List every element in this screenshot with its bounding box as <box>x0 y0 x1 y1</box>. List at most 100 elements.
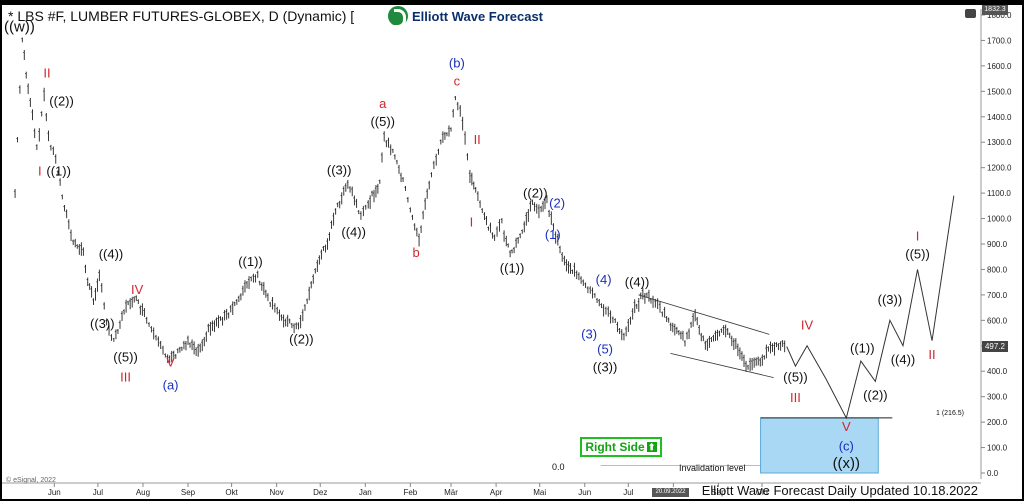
price-chart: 1800.0 1700.0 1600.0 1500.0 1400.0 1300.0 1200… <box>2 9 1012 497</box>
wave-label: III <box>120 370 131 385</box>
wave-label: c <box>454 73 461 88</box>
wave-label: ((4)) <box>99 246 124 261</box>
channel-upper-line <box>638 294 770 335</box>
y-tick-label: 1400.0 <box>987 113 1012 122</box>
wave-label: ((3)) <box>327 162 352 177</box>
y-tick-label: 1600.0 <box>987 62 1012 71</box>
wave-label: IV <box>131 282 144 297</box>
esignal-credit: © eSignal, 2022 <box>6 477 56 484</box>
y-tick-label: 300.0 <box>987 393 1008 402</box>
wave-label: ((1)) <box>850 341 875 356</box>
wave-label: (b) <box>449 56 465 71</box>
target-zone <box>760 417 879 474</box>
wave-label: V <box>166 354 175 369</box>
wave-label: ((3)) <box>593 360 618 375</box>
wave-label: I <box>38 164 42 179</box>
wave-label: ((2)) <box>523 185 548 200</box>
wave-label: (2) <box>549 195 565 210</box>
camera-icon[interactable] <box>965 9 976 18</box>
wave-label: (1) <box>545 227 561 242</box>
wave-label: ((5)) <box>783 370 808 385</box>
wave-label: ((4)) <box>625 274 650 289</box>
logo: Elliott Wave Forecast <box>388 6 543 28</box>
current-price-box: 497.2 <box>982 341 1008 352</box>
y-tick-label: 1300.0 <box>987 138 1012 147</box>
x-tick-label: Apr <box>490 488 503 497</box>
x-tick-label: Okt <box>756 488 769 497</box>
y-tick-label: 0.0 <box>987 469 999 478</box>
x-tick-label: Aug <box>136 488 150 497</box>
chart-title: * LBS #F, LUMBER FUTURES-GLOBEX, D (Dyna… <box>8 8 355 24</box>
date-marker: 20.09.2022 <box>652 488 689 497</box>
wave-label: (c) <box>839 438 854 453</box>
wave-label: ((3)) <box>90 316 115 331</box>
wave-label: ((1)) <box>46 164 71 179</box>
y-tick-label: 1500.0 <box>987 87 1012 96</box>
wave-label: I <box>470 214 474 229</box>
wave-label: II <box>43 66 50 81</box>
x-tick-label: Mär <box>444 488 458 497</box>
wave-label: ((3)) <box>878 292 903 307</box>
logo-text: Elliott Wave Forecast <box>412 8 543 24</box>
wave-label: ((4)) <box>891 352 916 367</box>
wave-label: ((5)) <box>905 246 930 261</box>
x-tick-label: Mai <box>533 488 546 497</box>
y-tick-label: 1800.0 <box>987 11 1012 20</box>
y-tick-label: 100.0 <box>987 444 1008 453</box>
wave-label: (4) <box>596 272 612 287</box>
x-tick-label: Okt <box>225 488 238 497</box>
chart-area: 1800.0 1700.0 1600.0 1500.0 1400.0 1300.0 1200… <box>2 5 1022 499</box>
wave-label: ((2)) <box>289 332 314 347</box>
x-tick-label: Jun <box>578 488 591 497</box>
wave-label: a <box>379 96 387 111</box>
wave-label: II <box>474 132 481 147</box>
x-tick-label: Jul <box>93 488 103 497</box>
wave-label: II <box>928 347 935 362</box>
wave-label: V <box>842 419 851 434</box>
x-tick-label: Jan <box>359 488 372 497</box>
right-side-label: Right Side <box>585 440 645 454</box>
logo-icon <box>388 6 408 28</box>
x-tick-label: Feb <box>403 488 417 497</box>
y-tick-label: 1700.0 <box>987 36 1012 45</box>
channel-lower-line <box>670 353 774 378</box>
wave-label: ((w)) <box>4 19 35 36</box>
wave-label: IV <box>801 318 814 333</box>
fib-level-label: 1 (216.5) <box>936 410 965 417</box>
y-tick-label: 900.0 <box>987 240 1008 249</box>
invalidation-label: Invalidation level <box>679 463 746 473</box>
zero-level-label: 0.0 <box>552 462 565 472</box>
wave-label: b <box>413 245 420 260</box>
wave-label: III <box>790 390 801 405</box>
x-tick-label: Jul <box>623 488 633 497</box>
y-tick-label: 800.0 <box>987 265 1008 274</box>
wave-label: I <box>916 229 920 244</box>
x-tick-label: Jun <box>48 488 61 497</box>
y-tick-label: 1000.0 <box>987 215 1012 224</box>
top-price-box: 1832.3 <box>982 5 1008 15</box>
wave-label: ((1)) <box>500 260 525 275</box>
y-tick-label: 1200.0 <box>987 164 1012 173</box>
right-side-box: Right Side ⬆ <box>580 437 662 457</box>
wave-label: ((5)) <box>113 349 138 364</box>
wave-label: ((4)) <box>341 225 366 240</box>
x-tick-label: Nov <box>270 488 284 497</box>
wave-label: (3) <box>581 326 597 341</box>
wave-label: ((2)) <box>49 94 74 109</box>
wave-label: ((5)) <box>370 114 395 129</box>
wave-label: ((x)) <box>833 455 860 472</box>
up-arrow-icon: ⬆ <box>646 442 657 452</box>
y-tick-label: 700.0 <box>987 291 1008 300</box>
x-tick-label: Sep <box>711 488 726 497</box>
wave-label: ((1)) <box>238 254 263 269</box>
projection-path <box>786 195 955 420</box>
y-tick-label: 200.0 <box>987 418 1008 427</box>
footer-updated: Elliott Wave Forecast Daily Updated 10.1… <box>701 483 978 498</box>
wave-label: (a) <box>163 377 179 392</box>
x-tick-label: Sep <box>181 488 196 497</box>
y-tick-label: 600.0 <box>987 316 1008 325</box>
wave-label: (5) <box>597 342 613 357</box>
x-tick-label: Dez <box>313 488 327 497</box>
y-tick-label: 1100.0 <box>987 189 1011 198</box>
y-tick-label: 400.0 <box>987 367 1008 376</box>
